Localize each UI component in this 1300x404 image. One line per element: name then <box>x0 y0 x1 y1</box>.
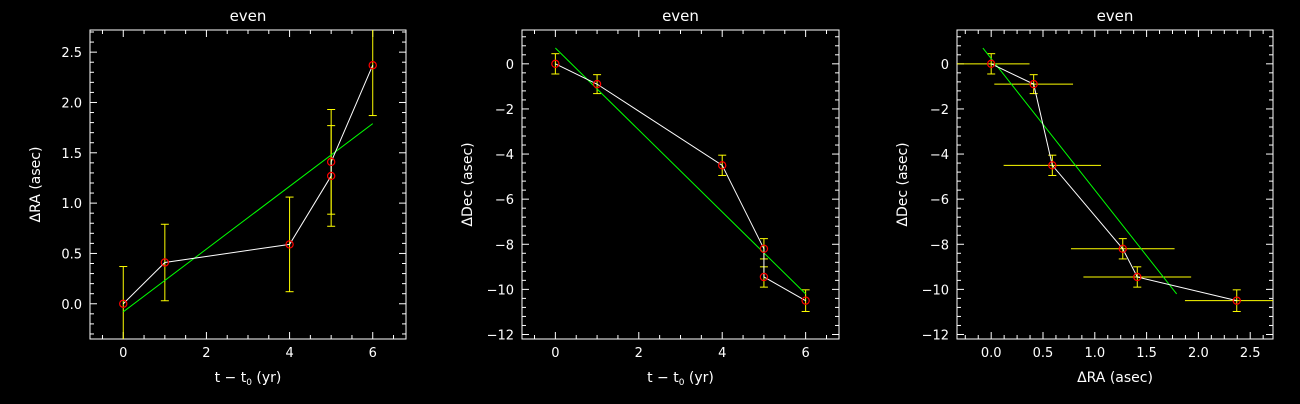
panel-2-data-point <box>759 272 769 282</box>
panel-3-x-axis-label: ΔRA (asec) <box>1077 370 1153 386</box>
panel-3-title: even <box>1097 7 1134 25</box>
panel-1-x-tick-label: 2 <box>202 346 210 361</box>
panel-3-x-tick-label: 0.5 <box>1033 346 1054 361</box>
panel-3-fit-line <box>982 47 1178 295</box>
panel-3-y-tick-label: −2 <box>930 103 949 118</box>
panel-3-y-axis-label: ΔDec (asec) <box>895 142 911 226</box>
panel-3-data-point <box>1029 79 1038 89</box>
panel-2-data-point <box>592 79 602 89</box>
panel-1-x-tick-label: 4 <box>285 346 293 361</box>
panel-2-title: even <box>662 7 699 25</box>
panel-1-y-tick-label: 1.0 <box>61 197 82 212</box>
panel-1-data-point <box>160 258 170 267</box>
panel-2-y-tick-label: −4 <box>495 148 514 163</box>
panel-2-data-point <box>759 244 769 253</box>
panel-3-x-tick-label: 1.5 <box>1136 346 1157 361</box>
panel-3-frame <box>956 29 1274 340</box>
panel-3-y-tick-label: −12 <box>922 328 949 343</box>
panel-3-y-tick-label: −10 <box>922 283 949 298</box>
panel-2-data-point <box>801 296 810 305</box>
panel-3-data-point <box>1048 161 1057 170</box>
panel-1-x-axis-label: t − t0 (yr) <box>215 370 282 388</box>
panel-2-data-point <box>718 161 727 170</box>
panel-2-x-tick-label: 0 <box>551 346 559 361</box>
panel-3-y-tick-label: 0 <box>941 58 949 73</box>
panel-1-data-point <box>119 299 128 308</box>
panel-3-x-tick-label: 1.0 <box>1084 346 1105 361</box>
panel-2-data-point <box>551 59 560 69</box>
panel-1-data-point <box>285 240 294 249</box>
panel-3-x-tick-label: 2.0 <box>1188 346 1209 361</box>
panel-3-data-point <box>1118 244 1127 253</box>
panel-2-x-axis-label: t − t0 (yr) <box>647 370 714 388</box>
panel-1-title: even <box>230 7 267 25</box>
panel-3-data-point <box>986 59 996 69</box>
panel-2-x-tick-label: 4 <box>718 346 726 361</box>
panel-1-y-axis-label: ΔRA (asec) <box>28 147 44 223</box>
panel-1-data-point <box>326 157 336 167</box>
panel-3-data-point <box>1133 272 1142 282</box>
panel-2-y-tick-label: −2 <box>495 103 514 118</box>
panel-1-x-tick-label: 0 <box>119 346 127 361</box>
panel-2-x-tick-label: 2 <box>635 346 643 361</box>
panel-3-y-tick-label: −4 <box>930 148 949 163</box>
panel-1-y-tick-label: 2.0 <box>61 96 82 111</box>
panel-2-y-tick-label: −12 <box>487 328 514 343</box>
panel-2-y-tick-label: −10 <box>487 283 514 298</box>
panel-3-x-tick-label: 0.0 <box>981 346 1002 361</box>
panel-3-y-tick-label: −8 <box>930 238 949 253</box>
panel-1-x-tick-label: 6 <box>369 346 377 361</box>
panel-2-y-tick-label: −6 <box>495 193 514 208</box>
panel-2-data-line <box>555 63 806 302</box>
panel-3-data-point <box>1232 296 1241 305</box>
panel-3-x-tick-label: 2.5 <box>1240 346 1261 361</box>
panel-2-y-tick-label: 0 <box>506 58 514 73</box>
panel-1-y-tick-label: 0.0 <box>61 298 82 313</box>
panel-1-y-tick-label: 0.5 <box>61 247 82 262</box>
panel-1-data-line <box>122 65 374 305</box>
panel-2-y-axis-label: ΔDec (asec) <box>460 142 476 226</box>
panel-2-y-tick-label: −8 <box>495 238 514 253</box>
panel-3-data-line <box>990 63 1237 302</box>
panel-1-fit-line <box>122 123 374 313</box>
panel-1-y-tick-label: 2.5 <box>61 46 82 61</box>
panel-3-y-tick-label: −6 <box>930 193 949 208</box>
panel-1-data-point <box>368 61 377 70</box>
panel-2-x-tick-label: 6 <box>801 346 809 361</box>
panel-1-y-tick-label: 1.5 <box>61 147 82 162</box>
panel-1-data-point <box>326 171 336 181</box>
